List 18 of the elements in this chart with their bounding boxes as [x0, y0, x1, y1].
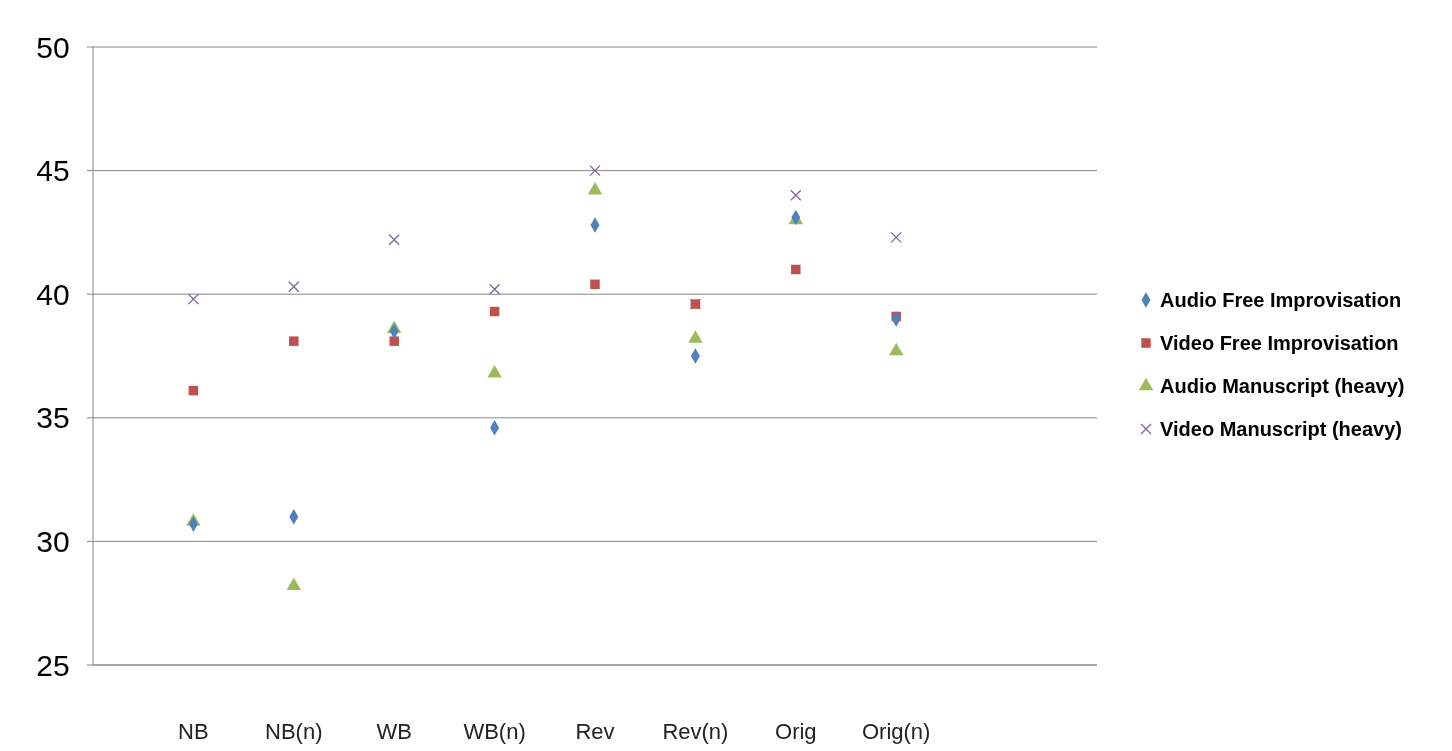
x-tick-label: NB(n) [265, 718, 323, 744]
y-tick-label: 25 [36, 648, 70, 682]
y-tick-label: 50 [36, 30, 70, 64]
y-tick-label: 30 [36, 524, 70, 558]
x-tick-label: WB [376, 718, 412, 744]
legend-label: Video Free Improvisation [1160, 332, 1399, 354]
y-tick-label: 35 [36, 401, 70, 435]
y-tick-label: 40 [36, 277, 70, 311]
x-tick-label: Orig(n) [861, 718, 931, 744]
x-tick-label: Orig [775, 718, 817, 744]
x-tick-label: Rev(n) [662, 718, 729, 744]
legend-label: Audio Free Improvisation [1160, 289, 1402, 311]
y-tick-label: 45 [36, 154, 70, 188]
x-tick-label: WB(n) [463, 718, 526, 744]
x-tick-label: Rev [575, 718, 615, 744]
x-tick-label: NB [178, 718, 209, 744]
legend-label: Video Manuscript (heavy) [1160, 418, 1402, 440]
legend-label: Audio Manuscript (heavy) [1160, 375, 1405, 397]
